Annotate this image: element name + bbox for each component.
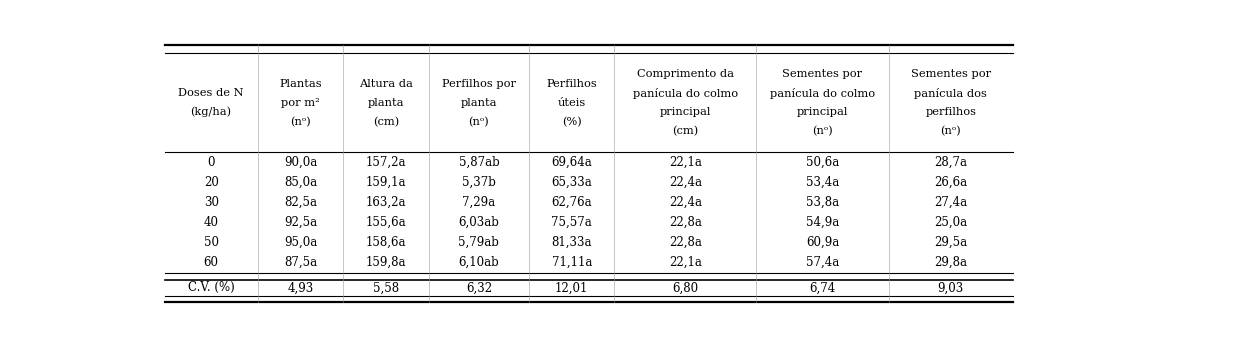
Text: 6,32: 6,32 <box>465 282 492 294</box>
Text: 62,76a: 62,76a <box>552 196 592 209</box>
Text: por m²: por m² <box>281 98 320 108</box>
Text: planta: planta <box>460 98 497 108</box>
Text: 95,0a: 95,0a <box>283 236 317 249</box>
Text: 155,6a: 155,6a <box>366 216 406 229</box>
Text: 5,87ab: 5,87ab <box>459 156 499 169</box>
Text: Plantas: Plantas <box>280 79 322 89</box>
Text: 158,6a: 158,6a <box>366 236 406 249</box>
Text: 71,11a: 71,11a <box>552 256 592 269</box>
Text: panícula do colmo: panícula do colmo <box>770 88 875 99</box>
Text: 87,5a: 87,5a <box>283 256 317 269</box>
Text: 6,80: 6,80 <box>672 282 698 294</box>
Text: 0: 0 <box>207 156 214 169</box>
Text: 7,29a: 7,29a <box>463 196 495 209</box>
Text: 82,5a: 82,5a <box>285 196 317 209</box>
Text: 85,0a: 85,0a <box>283 176 317 189</box>
Text: Perfilhos por: Perfilhos por <box>441 79 515 89</box>
Text: 22,8a: 22,8a <box>668 216 702 229</box>
Text: 50,6a: 50,6a <box>806 156 839 169</box>
Text: 26,6a: 26,6a <box>934 176 967 189</box>
Text: panícula do colmo: panícula do colmo <box>633 88 739 99</box>
Text: 25,0a: 25,0a <box>934 216 967 229</box>
Text: Sementes por: Sementes por <box>910 69 991 79</box>
Text: 5,58: 5,58 <box>372 282 399 294</box>
Text: 28,7a: 28,7a <box>934 156 967 169</box>
Text: 159,1a: 159,1a <box>366 176 406 189</box>
Text: Perfilhos: Perfilhos <box>547 79 597 89</box>
Text: 27,4a: 27,4a <box>934 196 967 209</box>
Text: principal: principal <box>660 107 711 117</box>
Text: 29,8a: 29,8a <box>934 256 967 269</box>
Text: 57,4a: 57,4a <box>806 256 839 269</box>
Text: perfilhos: perfilhos <box>925 107 977 117</box>
Text: 22,1a: 22,1a <box>668 256 702 269</box>
Text: 60: 60 <box>203 256 218 269</box>
Text: (nᵒ): (nᵒ) <box>940 126 961 136</box>
Text: 54,9a: 54,9a <box>806 216 839 229</box>
Text: 159,8a: 159,8a <box>366 256 406 269</box>
Text: 22,8a: 22,8a <box>668 236 702 249</box>
Text: C.V. (%): C.V. (%) <box>188 282 234 294</box>
Text: 92,5a: 92,5a <box>283 216 317 229</box>
Text: 12,01: 12,01 <box>556 282 588 294</box>
Text: 6,10ab: 6,10ab <box>459 256 499 269</box>
Text: 4,93: 4,93 <box>287 282 314 294</box>
Text: Comprimento da: Comprimento da <box>637 69 734 79</box>
Text: 30: 30 <box>203 196 218 209</box>
Text: Altura da: Altura da <box>359 79 413 89</box>
Text: 9,03: 9,03 <box>938 282 964 294</box>
Text: (nᵒ): (nᵒ) <box>469 117 489 127</box>
Text: (kg/ha): (kg/ha) <box>191 107 232 117</box>
Text: 53,4a: 53,4a <box>806 176 839 189</box>
Text: principal: principal <box>796 107 848 117</box>
Text: 163,2a: 163,2a <box>366 196 406 209</box>
Text: úteis: úteis <box>558 98 586 108</box>
Text: 29,5a: 29,5a <box>934 236 967 249</box>
Text: 65,33a: 65,33a <box>552 176 592 189</box>
Text: 40: 40 <box>203 216 218 229</box>
Text: 90,0a: 90,0a <box>283 156 317 169</box>
Text: 157,2a: 157,2a <box>366 156 406 169</box>
Text: 5,37b: 5,37b <box>461 176 495 189</box>
Text: 75,57a: 75,57a <box>552 216 592 229</box>
Text: 22,1a: 22,1a <box>668 156 702 169</box>
Text: 6,74: 6,74 <box>809 282 835 294</box>
Text: Doses de N: Doses de N <box>178 88 245 98</box>
Text: (cm): (cm) <box>672 126 698 136</box>
Text: Sementes por: Sementes por <box>782 69 863 79</box>
Text: 60,9a: 60,9a <box>806 236 839 249</box>
Text: 81,33a: 81,33a <box>552 236 592 249</box>
Text: planta: planta <box>367 98 404 108</box>
Text: 22,4a: 22,4a <box>668 176 702 189</box>
Text: (nᵒ): (nᵒ) <box>290 117 311 127</box>
Text: 5,79ab: 5,79ab <box>459 236 499 249</box>
Text: (nᵒ): (nᵒ) <box>813 126 833 136</box>
Text: panícula dos: panícula dos <box>914 88 987 99</box>
Text: (cm): (cm) <box>372 117 399 127</box>
Text: 6,03ab: 6,03ab <box>459 216 499 229</box>
Text: 53,8a: 53,8a <box>806 196 839 209</box>
Text: 20: 20 <box>203 176 218 189</box>
Text: 22,4a: 22,4a <box>668 196 702 209</box>
Text: 69,64a: 69,64a <box>552 156 592 169</box>
Text: (%): (%) <box>562 117 582 127</box>
Text: 50: 50 <box>203 236 218 249</box>
